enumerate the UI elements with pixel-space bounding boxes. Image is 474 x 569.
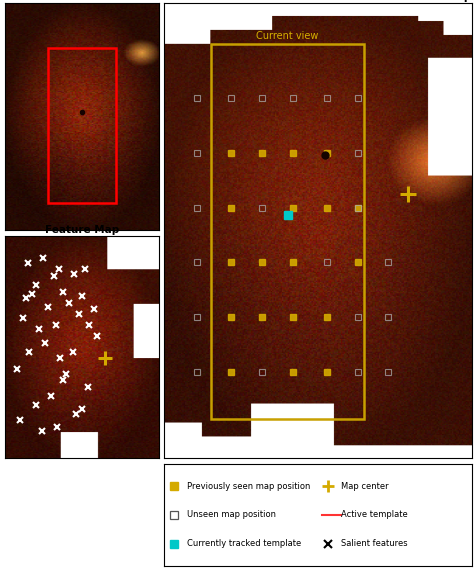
Title: Current view: Current view [44,0,119,2]
Text: Current view: Current view [255,31,318,41]
Text: Unseen map position: Unseen map position [187,510,276,519]
Text: Salient features: Salient features [341,539,407,548]
Bar [48,48,116,203]
Text: Map center: Map center [341,482,388,491]
Text: Currently tracked template: Currently tracked template [187,539,301,548]
Text: Previously seen map position: Previously seen map position [187,482,310,491]
Bar [211,44,364,419]
Title: Feature Map: Feature Map [45,225,119,236]
Text: Retina map: Retina map [404,0,472,2]
Text: Active template: Active template [341,510,408,519]
